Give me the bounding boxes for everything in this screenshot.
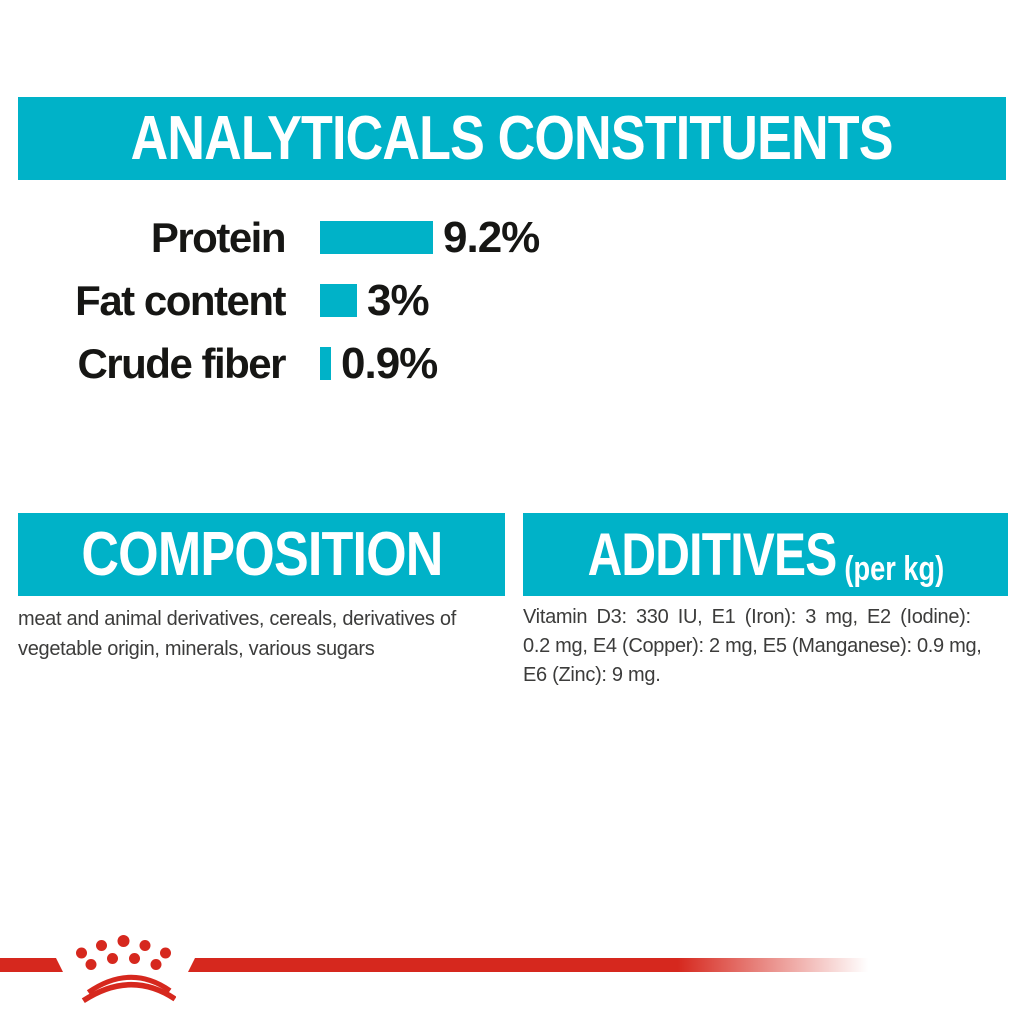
additives-title-main: ADDITIVES	[587, 521, 837, 588]
additives-title-suffix: (per kg)	[844, 550, 944, 588]
analyticals-banner: ANALYTICALS CONSTITUENTS	[18, 97, 1006, 180]
additives-text-line: E6 (Zinc): 9 mg.	[523, 664, 661, 686]
composition-text-line: meat and animal derivatives, cereals, de…	[18, 608, 456, 630]
crown-dots	[76, 935, 171, 970]
chart-category-label: Crude fiber	[77, 339, 286, 387]
chart-value-label: 0.9%	[341, 338, 438, 388]
chart-row: Fat content 3%	[0, 269, 720, 332]
composition-text: meat and animal derivatives, cereals, de…	[18, 604, 510, 664]
royal-canin-crown-logo	[76, 935, 176, 1004]
chart-bar	[320, 221, 433, 254]
composition-banner: COMPOSITION	[18, 513, 505, 596]
chart-row: Protein 9.2%	[0, 206, 720, 269]
additives-banner: ADDITIVES (per kg)	[523, 513, 1008, 596]
chart-category-label: Fat content	[75, 276, 286, 324]
additives-text-line: 0.2 mg, E4 (Copper): 2 mg, E5 (Manganese…	[523, 635, 982, 657]
chart-value-label: 9.2%	[443, 212, 540, 262]
footer-divider-right	[188, 958, 868, 972]
crown-arcs	[81, 974, 176, 1004]
additives-text: Vitamin D3: 330 IU, E1 (Iron): 3 mg, E2 …	[523, 603, 1013, 690]
analytical-constituents-chart: Protein 9.2% Fat content 3% Crude fiber 0.9%	[0, 206, 720, 395]
additives-text-line: Vitamin D3: 330 IU, E1 (Iron): 3 mg, E2 …	[523, 606, 971, 628]
chart-row: Crude fiber 0.9%	[0, 332, 720, 395]
footer-divider-left	[0, 958, 63, 972]
chart-bar	[320, 284, 357, 317]
analyticals-title: ANALYTICALS CONSTITUENTS	[130, 104, 894, 173]
additives-title: ADDITIVES (per kg)	[587, 520, 944, 589]
composition-title: COMPOSITION	[80, 520, 443, 589]
chart-category-label: Protein	[150, 213, 287, 261]
composition-text-line: vegetable origin, minerals, various suga…	[18, 638, 375, 660]
chart-bar	[320, 347, 331, 380]
chart-value-label: 3%	[367, 275, 430, 325]
